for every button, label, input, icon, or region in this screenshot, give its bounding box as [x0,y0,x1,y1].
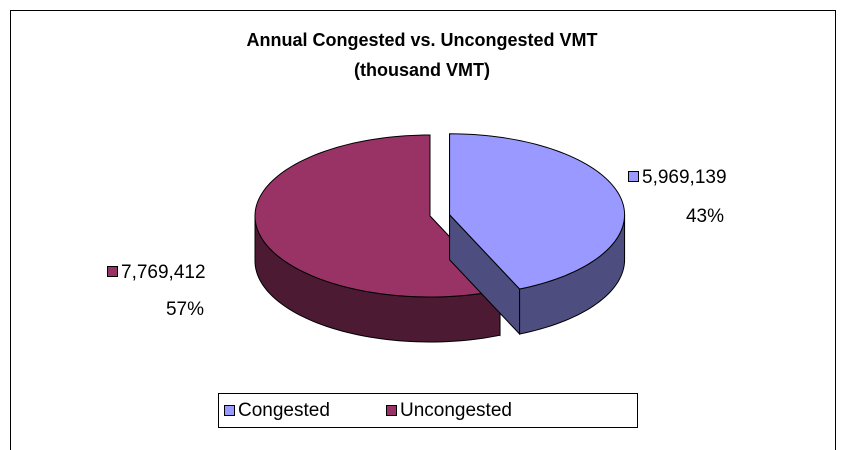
legend-swatch [224,405,235,416]
pie-slice [449,133,626,290]
legend-box [218,393,638,428]
percent-label: 57% [166,299,204,320]
legend-swatch [386,405,397,416]
legend-label: Uncongested [400,400,512,421]
label-key [107,266,118,277]
data-label: 5,969,139 [642,167,727,188]
chart-subtitle: (thousand VMT) [354,60,490,80]
percent-label: 43% [686,206,724,227]
chart-title: Annual Congested vs. Uncongested VMT [246,30,597,50]
data-label: 7,769,412 [121,262,206,283]
legend-label: Congested [238,400,330,421]
pie-slice [254,134,502,298]
label-key [628,171,639,182]
